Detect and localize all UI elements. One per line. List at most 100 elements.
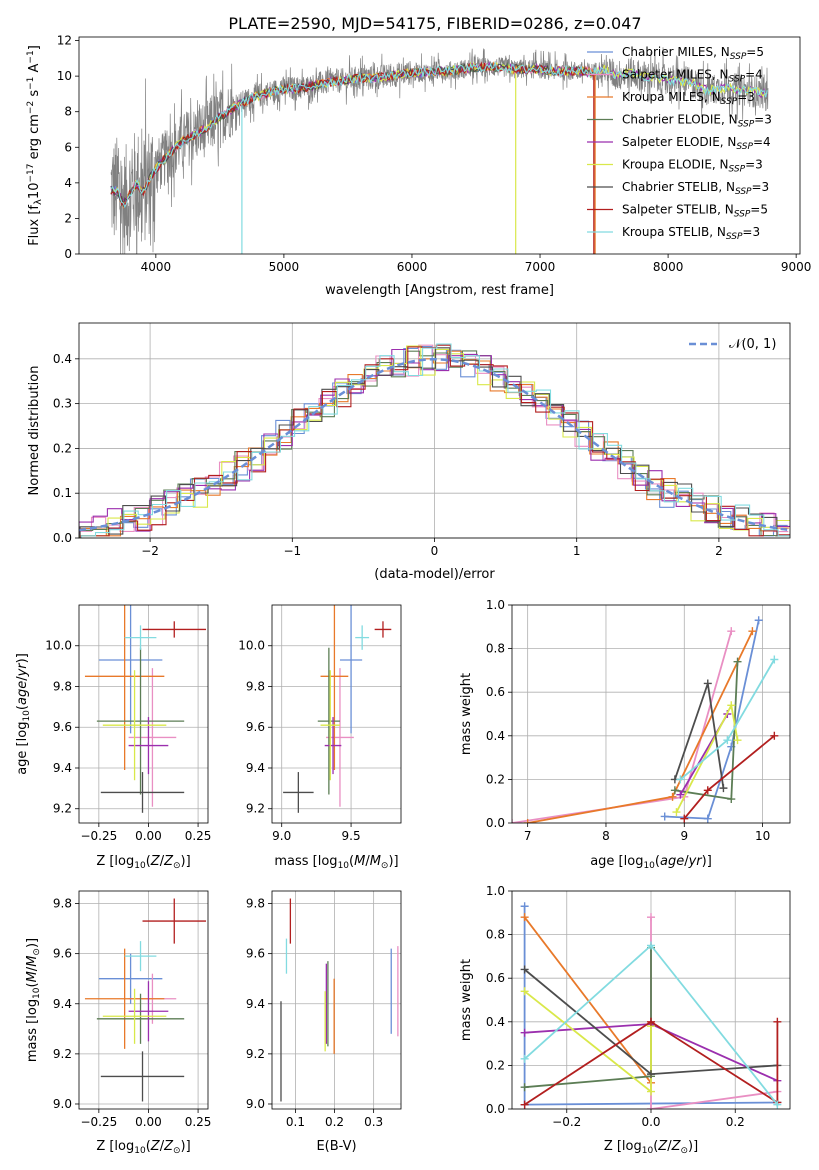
legend-entry: Kroupa MILES, NSSP=3 [622,90,755,107]
y-tick-label: 9.8 [53,679,72,693]
x-tick-label: −0.25 [80,1115,117,1129]
weight-marker [520,1028,529,1037]
y-tick-label: 0.0 [486,816,505,830]
x-tick-label: 9000 [781,260,812,274]
x-tick-label: 0.25 [185,829,212,843]
y-tick-label: 10.0 [45,639,72,653]
legend-entry: Salpeter STELIB, NSSP=5 [622,203,768,220]
y-tick-label: 0.2 [486,772,505,786]
weight-marker [520,1083,529,1092]
weight-line [664,620,760,820]
weight-marker [647,1105,655,1109]
y-tick-label: 0.6 [486,685,505,699]
weight-marker [647,913,655,922]
legend-entry: Kroupa ELODIE, NSSP=3 [622,158,763,175]
weight-marker [680,814,689,823]
weight-marker [672,808,681,817]
y-tick-label: 0.8 [486,642,505,656]
y-axis-label: mass weight [459,959,474,1041]
y-tick-label: 9.8 [246,897,265,911]
y-tick-label: 0.3 [53,397,72,411]
x-tick-label: −2 [141,544,159,558]
x-axis-label: E(B-V) [316,1139,356,1154]
x-tick-label: 9.0 [272,829,291,843]
histogram-line [79,350,789,537]
y-tick-label: 9.6 [246,947,265,961]
x-tick-label: 0.1 [286,1115,305,1129]
x-tick-label: 7 [524,829,532,843]
age_vs_Z-marks [84,605,207,813]
y-tick-label: 9.6 [53,720,72,734]
x-tick-label: 0.3 [364,1115,383,1129]
spectrum-plot: 4000 5000 6000 7000 8000 9000 0 2 4 6 8 10 12 wavelen… [26,34,811,298]
y-tick-label: 0.0 [486,1102,505,1116]
legend-entry: Chabrier STELIB, NSSP=3 [622,180,769,197]
x-tick-label: 0 [431,544,439,558]
weight-marker [520,987,529,996]
axes-frame [78,36,801,255]
weight-marker [733,657,742,666]
y-tick-label: 9.8 [53,897,72,911]
histogram-line [80,344,790,538]
weight-line [524,1020,779,1106]
age_vs_mass-plot: 9.0 9.5 9.2 9.4 9.6 9.8 10.0 mass [log10(M/M⊙)] [238,604,402,871]
weight-marker [647,941,655,950]
weight_vs_Z-plot: −0.2 0.0 0.2 0.0 0.2 0.4 0.6 0.8 1.0 Z [log10(Z/Z… [459,884,791,1156]
y-tick-label: 0.4 [53,352,72,366]
weight-marker [647,1070,655,1079]
weight-marker [668,792,677,801]
x-tick-label: 0.0 [641,1115,660,1129]
y-tick-label: 4 [64,176,72,190]
x-axis-label: Z [log10(Z/Z⊙)] [96,854,190,871]
x-tick-label: 1 [573,544,581,558]
residuals-marks [79,343,790,538]
y-axis-label: Normed distribution [27,366,42,496]
plots: 4000 5000 6000 7000 8000 9000024681012wavelen… [15,34,811,1156]
y-tick-label: 0 [64,247,72,261]
x-axis-label: Z [log10(Z/Z⊙)] [604,1139,698,1156]
residuals-plot: −2 −1 0 1 2 0.0 0.1 0.2 0.3 0.4 (data-model)/error… [27,322,791,582]
weight-marker [770,655,779,664]
x-tick-label: 9 [680,829,688,843]
axes-frame [511,890,791,1110]
weight-marker [647,1087,655,1096]
y-axis-label: mass [log10(M/M⊙)] [25,938,42,1062]
legend: Chabrier MILES, NSSP=5 Salpeter MILES, NS… [587,45,772,242]
legend-entry: 𝒩(0, 1) [729,337,776,352]
y-tick-label: 0.6 [486,971,505,985]
axes-frame [271,604,402,824]
histogram-line [79,348,790,538]
legend-entry: Chabrier MILES, NSSP=5 [622,45,764,62]
weight-marker [520,965,529,974]
y-tick-label: 6 [64,140,72,154]
x-tick-label: −0.2 [552,1115,581,1129]
histogram-line [80,343,790,538]
y-tick-label: 9.4 [246,997,265,1011]
x-tick-label: −0.25 [80,829,117,843]
y-tick-label: 0.2 [53,441,72,455]
x-tick-label: 8000 [653,260,684,274]
x-tick-label: 4000 [141,260,172,274]
x-tick-label: 0.00 [135,1115,162,1129]
weight-marker [676,775,685,784]
axes-frame [511,604,791,824]
weight-marker [727,701,736,710]
histogram-line [79,344,789,533]
weight-marker [676,790,685,799]
x-tick-label: 7000 [525,260,556,274]
weight-line [524,947,652,1089]
weight_vs_age-marks [512,616,779,823]
axes-frame [78,604,209,824]
y-tick-label: 0.8 [486,928,505,942]
x-tick-label: 8 [602,829,610,843]
weight-marker [520,1100,529,1109]
y-tick-label: 0.4 [486,1015,505,1029]
y-tick-label: 9.4 [53,997,72,1011]
x-tick-label: 2 [715,544,723,558]
weight_vs_age-plot: 7 8 9 10 0.0 0.2 0.4 0.6 0.8 1.0 age [log10(age/yr… [459,598,791,871]
legend-entry: Chabrier ELODIE, NSSP=3 [622,113,772,130]
weight-marker [773,1017,782,1026]
weight_vs_Z-marks [520,902,782,1109]
x-tick-label: 6000 [397,260,428,274]
x-tick-label: 0.00 [135,829,162,843]
